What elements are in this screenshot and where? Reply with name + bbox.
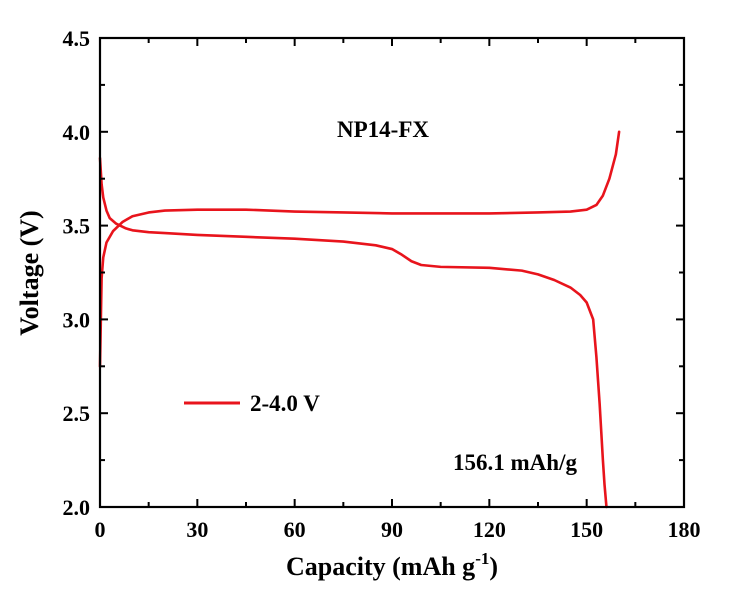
legend-label: 2-4.0 V bbox=[250, 391, 320, 416]
y-tick-label: 4.5 bbox=[63, 26, 91, 51]
series-curves bbox=[98, 130, 621, 509]
x-tick-label: 60 bbox=[284, 517, 306, 542]
x-tick-label: 120 bbox=[473, 517, 506, 542]
discharge-curve bbox=[98, 156, 608, 509]
legend: 2-4.0 V bbox=[184, 391, 320, 416]
charge-curve bbox=[98, 130, 621, 368]
x-tick-label: 30 bbox=[186, 517, 208, 542]
x-axis-title-close: ) bbox=[489, 552, 498, 581]
x-tick-label: 0 bbox=[95, 517, 106, 542]
y-tick-label: 4.0 bbox=[63, 120, 91, 145]
y-axis-title: Voltage (V) bbox=[15, 210, 44, 335]
chart-title: NP14-FX bbox=[337, 117, 429, 142]
x-axis-title: Capacity (mAh g-1) bbox=[286, 549, 498, 581]
y-tick-label: 2.0 bbox=[63, 495, 91, 520]
y-tick-label: 2.5 bbox=[63, 401, 91, 426]
tick-labels: 0 30 60 90 120 150 180 2.0 2.5 3.0 3.5 4.0 4.5 bbox=[63, 26, 701, 542]
x-axis-title-main: Capacity (mAh g bbox=[286, 552, 475, 581]
capacity-annotation: 156.1 mAh/g bbox=[453, 450, 577, 475]
plot-frame bbox=[98, 36, 686, 509]
x-tick-label: 180 bbox=[668, 517, 701, 542]
x-tick-label: 150 bbox=[570, 517, 603, 542]
y-tick-label: 3.0 bbox=[63, 307, 91, 332]
x-axis-title-superscript: -1 bbox=[475, 549, 489, 568]
x-tick-label: 90 bbox=[381, 517, 403, 542]
y-tick-label: 3.5 bbox=[63, 214, 91, 239]
